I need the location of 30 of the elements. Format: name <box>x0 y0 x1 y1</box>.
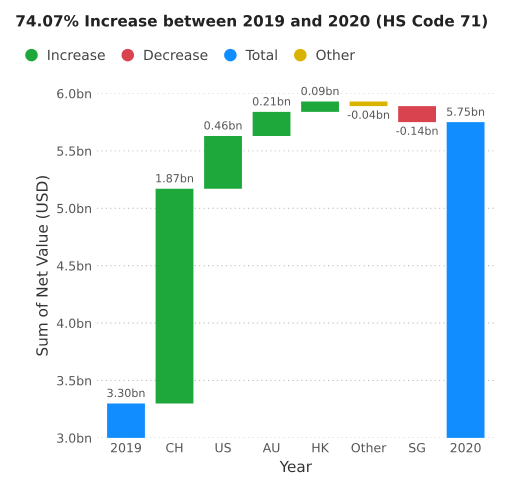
data-label: 3.30bn <box>107 388 144 398</box>
y-tick-label: 4.0bn <box>56 318 91 328</box>
data-label: 0.21bn <box>252 96 290 106</box>
data-label: 5.75bn <box>447 107 484 116</box>
x-tick-label: US <box>216 442 231 452</box>
data-label: 1.87bn <box>156 174 193 182</box>
legend-label: Decrease <box>144 50 208 60</box>
x-tick-label: 2020 <box>450 442 481 452</box>
data-label: 0.46bn <box>204 121 242 130</box>
y-tick-label: 3.0bn <box>57 433 91 443</box>
y-tick-label: 5.5bn <box>57 146 91 156</box>
data-label: -0.04bn <box>348 110 390 119</box>
x-axis-title: Year <box>280 460 312 472</box>
y-axis-title: Sum of Net Value (USD) <box>36 176 50 356</box>
x-tick-label: Other <box>352 442 386 452</box>
x-tick-label: CH <box>166 442 182 452</box>
y-tick-label: 4.5bn <box>56 260 91 271</box>
chart-title: 74.07% Increase between 2019 and 2020 (HS Code 71) <box>16 14 487 28</box>
y-tick-label: 5.0bn <box>57 204 91 214</box>
x-tick-label: SG <box>409 442 425 452</box>
legend-label: Total <box>246 49 277 60</box>
x-tick-label: 2019 <box>111 442 142 452</box>
y-tick-label: 6.0bn <box>57 88 91 98</box>
x-tick-label: AU <box>262 443 280 452</box>
x-tick-label: HK <box>312 443 330 452</box>
legend-label: Increase <box>48 50 105 60</box>
y-tick-label: 3.5bn <box>57 376 91 386</box>
data-label: 0.09bn <box>301 86 339 96</box>
legend-label: Other <box>316 49 356 60</box>
data-label: -0.14bn <box>396 126 438 135</box>
